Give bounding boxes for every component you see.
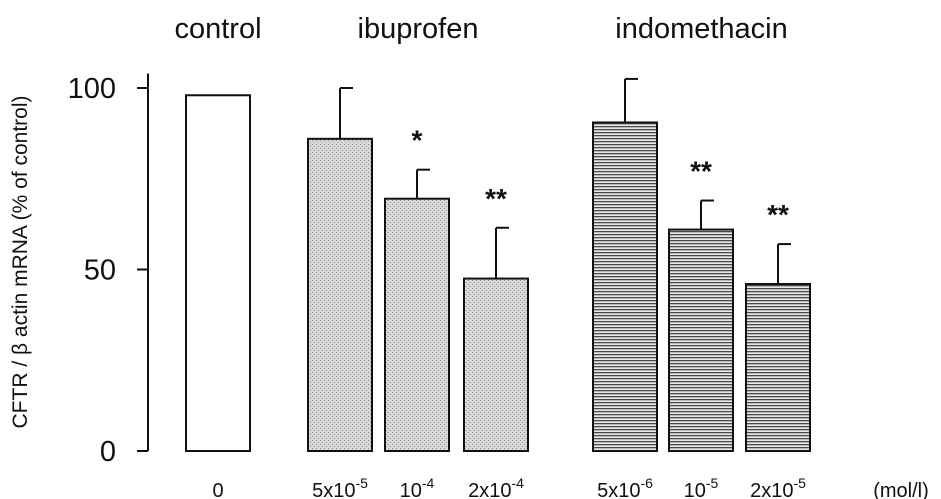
x-tick-label: 0 [212,480,223,499]
group-label: control [174,13,261,45]
x-tick-label: 5x10-5 [312,475,368,499]
bar [668,228,734,452]
y-axis-label: CFTR / β actin mRNA (% of control) [9,96,32,429]
significance-marker: ** [690,156,712,187]
group-label: ibuprofen [358,13,479,45]
x-tick-label: 5x10-6 [597,475,653,499]
y-tick-label: 50 [84,255,116,287]
significance-marker: * [412,125,423,156]
bar [185,94,251,452]
y-tick-label: 0 [100,436,116,468]
bar [307,137,373,452]
bar [463,277,529,453]
x-tick-label: 10-4 [400,475,435,499]
bar [745,283,811,452]
bar [384,197,450,452]
bar [592,121,658,453]
group-label: indomethacin [615,13,788,45]
x-unit-label: (mol/l) [873,480,929,499]
bars [185,94,811,453]
y-tick-label: 100 [68,73,116,105]
error-bars [339,77,791,285]
labels: 0 5x10-5 * 10-4 ** 2x10-4 5x10-6 ** 10-5 ** 2x10-5… [174,13,806,499]
x-tick-label: 2x10-4 [468,475,524,499]
x-tick-label: 10-5 [684,475,719,499]
x-tick-label: 2x10-5 [750,475,806,499]
significance-marker: ** [485,183,507,214]
axes: 0 50 100 [68,73,149,468]
significance-marker: ** [767,199,789,230]
